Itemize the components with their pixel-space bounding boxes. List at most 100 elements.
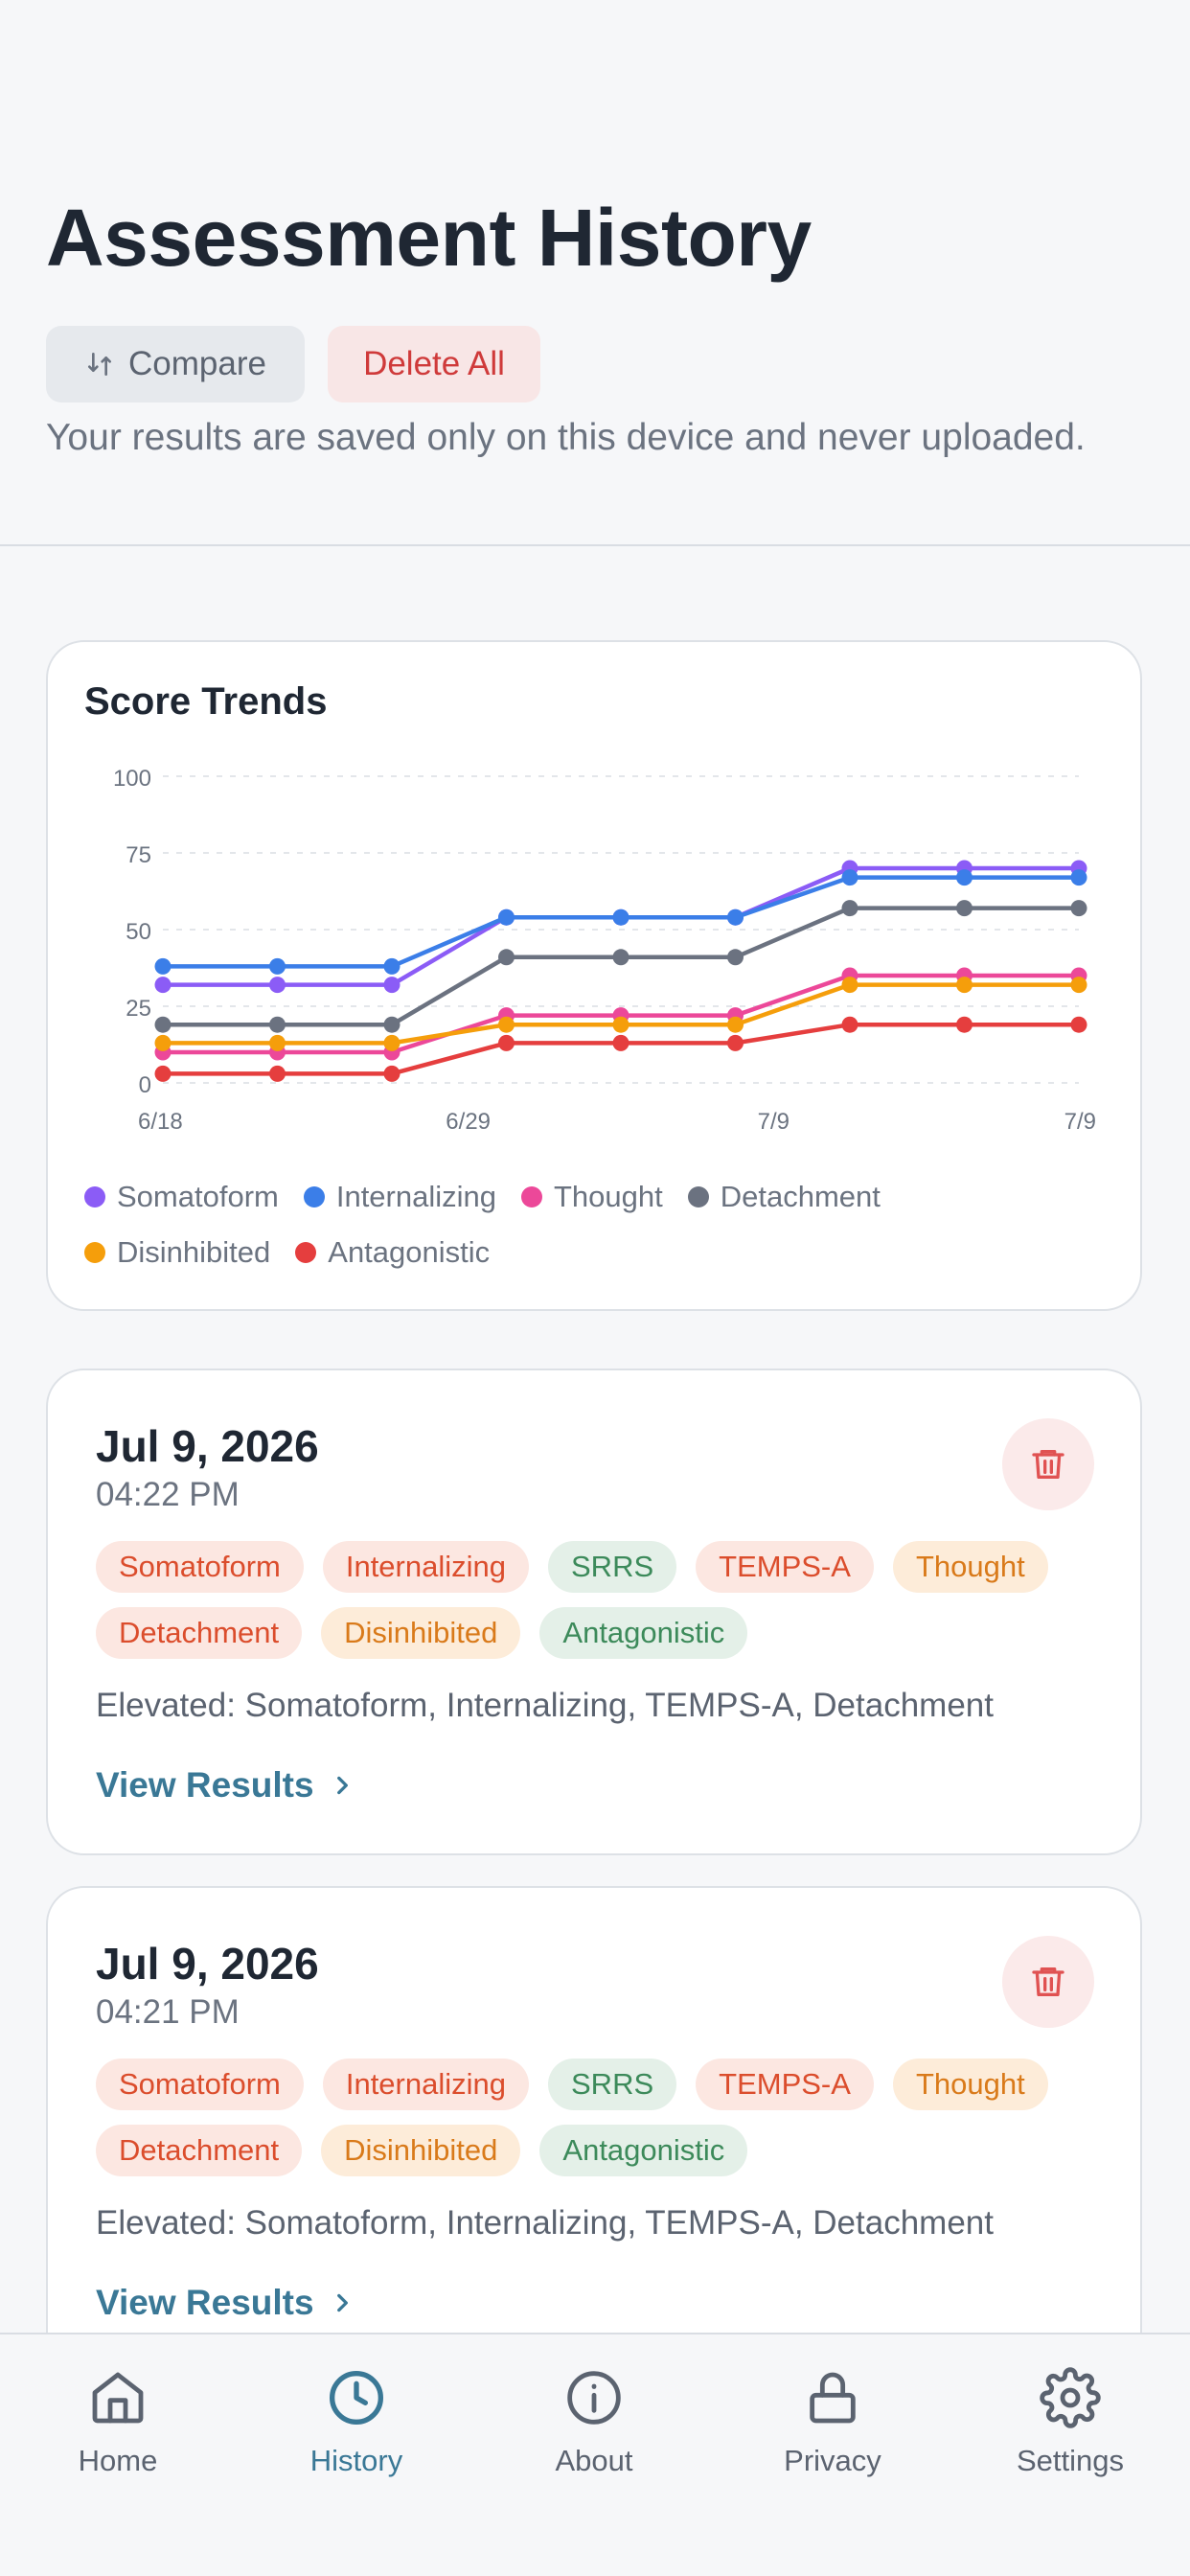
legend-label: Internalizing: [335, 1180, 496, 1213]
series-somatoform: [154, 860, 1087, 994]
scale-tag: Disinhibited: [321, 2125, 521, 2176]
data-point: [269, 1065, 286, 1082]
x-tick-label: 7/9: [758, 1109, 790, 1135]
data-point: [498, 949, 515, 966]
data-point: [383, 1016, 400, 1033]
tab-label: Settings: [1016, 2444, 1124, 2477]
scale-tag: Antagonistic: [539, 1607, 748, 1659]
x-tick-label: 6/29: [446, 1109, 491, 1135]
scale-tag: Thought: [892, 2058, 1048, 2110]
legend-item: Disinhibited: [84, 1235, 270, 1270]
series-detachment: [154, 900, 1087, 1033]
scale-tags: Somatoform Internalizing SRRS TEMPS-A Though…: [96, 1541, 1111, 1673]
scale-tag: SRRS: [548, 2058, 677, 2110]
scale-tag: Thought: [892, 1541, 1048, 1593]
legend-label: Disinhibited: [117, 1235, 271, 1269]
page-title: Assessment History: [46, 193, 812, 283]
chart-title: Score Trends: [84, 680, 328, 723]
tab-label: About: [555, 2444, 633, 2477]
data-point: [269, 1034, 286, 1051]
data-point: [727, 908, 744, 926]
data-point: [498, 1016, 515, 1033]
chevron-right-icon: [336, 1776, 348, 1795]
legend-item: Thought: [521, 1180, 663, 1214]
lock-icon: [810, 2372, 856, 2424]
elevated-summary: Elevated: Somatoform, Internalizing, TEM…: [96, 2204, 994, 2242]
data-point: [956, 977, 973, 994]
tab-label: History: [309, 2444, 403, 2477]
data-point: [498, 1034, 515, 1051]
view-results-label: View Results: [96, 1765, 314, 1805]
delete-entry-button[interactable]: [1002, 1418, 1094, 1510]
chevron-right-icon: [336, 2293, 348, 2312]
y-tick-label: 25: [126, 996, 151, 1022]
data-point: [383, 1065, 400, 1082]
data-point: [269, 957, 286, 975]
tab-history[interactable]: History: [270, 2367, 443, 2478]
scale-tag: Antagonistic: [539, 2125, 748, 2176]
y-tick-label: 0: [139, 1072, 151, 1098]
scale-tag: Internalizing: [322, 1541, 529, 1593]
data-point: [1070, 977, 1087, 994]
x-tick-label: 7/9: [1064, 1109, 1096, 1135]
chart-legend: Somatoform Internalizing Thought Detachment…: [84, 1169, 1119, 1280]
data-point: [727, 1034, 744, 1051]
data-point: [154, 1034, 172, 1051]
tab-privacy[interactable]: Privacy: [746, 2367, 919, 2478]
compare-button[interactable]: Compare: [46, 326, 305, 402]
data-point: [269, 977, 286, 994]
series-disinhibited: [154, 977, 1087, 1051]
entry-time: 04:21 PM: [96, 1993, 240, 2031]
data-point: [154, 957, 172, 975]
data-point: [498, 908, 515, 926]
data-point: [841, 869, 858, 886]
tab-home[interactable]: Home: [32, 2367, 204, 2478]
legend-item: Antagonistic: [295, 1235, 490, 1270]
compare-icon: [88, 353, 112, 376]
legend-row: Disinhibited Antagonistic: [84, 1225, 1119, 1280]
legend-dot: [295, 1242, 317, 1263]
scale-tag: Detachment: [96, 2125, 303, 2176]
series-antagonistic: [154, 1016, 1087, 1082]
data-point: [154, 1016, 172, 1033]
y-tick-label: 100: [113, 766, 151, 792]
scale-tag: Internalizing: [322, 2058, 529, 2110]
legend-dot: [84, 1186, 105, 1208]
legend-row: Somatoform Internalizing Thought Detachment: [84, 1169, 1119, 1225]
data-point: [383, 1034, 400, 1051]
data-point: [612, 908, 629, 926]
data-point: [841, 1016, 858, 1033]
data-point: [956, 900, 973, 917]
series-internalizing: [154, 869, 1087, 975]
legend-label: Detachment: [720, 1180, 881, 1213]
view-results-link[interactable]: View Results: [96, 2283, 355, 2323]
home-icon: [92, 2372, 144, 2424]
tab-about[interactable]: About: [508, 2367, 680, 2478]
privacy-note: Your results are saved only on this devi…: [46, 417, 1086, 458]
delete-entry-button[interactable]: [1002, 1936, 1094, 2028]
tab-label: Home: [78, 2444, 158, 2477]
scale-tag: TEMPS-A: [696, 1541, 874, 1593]
clock-icon: [330, 2371, 383, 2425]
view-results-label: View Results: [96, 2283, 314, 2322]
history-entry-card: Jul 9, 2026 04:22 PM Somatoform Internalizi…: [46, 1368, 1142, 1855]
entry-date: Jul 9, 2026: [96, 1421, 319, 1471]
legend-item: Internalizing: [303, 1180, 496, 1214]
tab-settings[interactable]: Settings: [984, 2367, 1156, 2478]
legend-label: Antagonistic: [328, 1235, 491, 1269]
tab-label: Privacy: [784, 2444, 881, 2477]
data-point: [1070, 900, 1087, 917]
scale-tag: SRRS: [548, 1541, 677, 1593]
view-results-link[interactable]: View Results: [96, 1765, 355, 1806]
data-point: [154, 1065, 172, 1082]
page-header: Assessment History Compare Delete All Yo…: [0, 0, 1190, 546]
data-point: [956, 1016, 973, 1033]
delete-all-button[interactable]: Delete All: [328, 326, 540, 402]
data-point: [612, 1034, 629, 1051]
data-point: [841, 900, 858, 917]
entry-date: Jul 9, 2026: [96, 1939, 319, 1989]
data-point: [612, 949, 629, 966]
compare-button-label: Compare: [128, 345, 266, 382]
data-point: [841, 977, 858, 994]
scale-tag: Somatoform: [96, 1541, 304, 1593]
